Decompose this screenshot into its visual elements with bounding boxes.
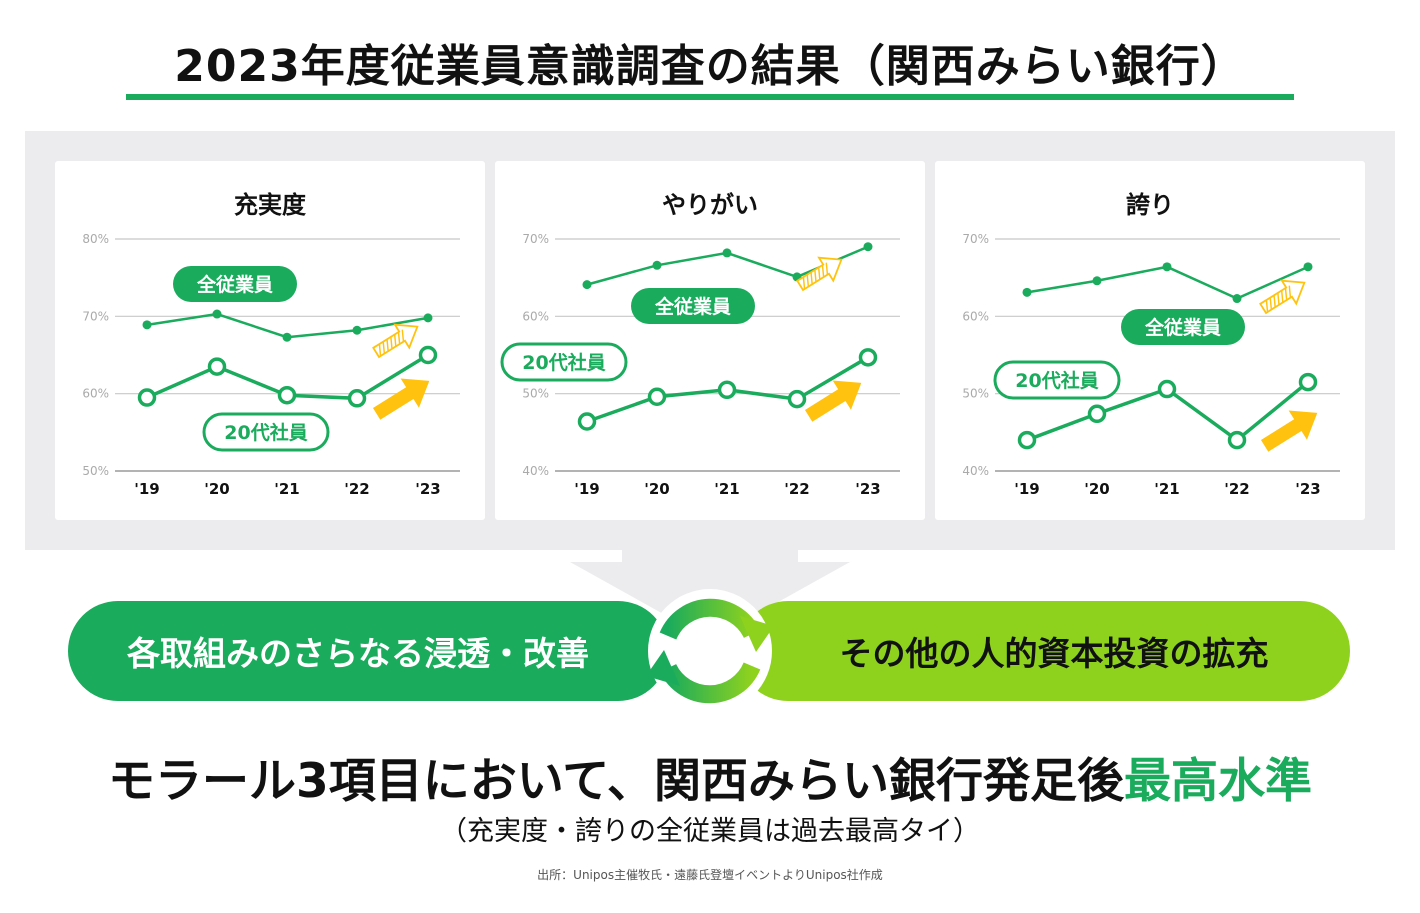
series-label: 20代社員 [522,351,605,374]
trend-arrow-small [372,323,419,359]
data-point [582,280,592,290]
line-chart: 70% 60% 50% 40% '19 '20 '21 '22 '23 全従業員 20代社員 [962,232,1340,498]
data-point [647,387,667,407]
y-tick-label: 60% [962,309,989,323]
y-tick-label: 40% [962,464,989,478]
data-point [277,385,297,405]
data-point [1303,262,1313,272]
conclusion-heading: モラール3項目において、関西みらい銀行発足後最高水準 [0,742,1420,811]
y-tick-label: 40% [522,464,549,478]
y-tick-label: 70% [82,309,109,323]
data-point [137,388,157,407]
data-point [282,332,292,342]
data-point [212,309,222,319]
data-point [577,412,597,431]
data-point [423,313,433,323]
label-all-employees: 全従業員 [631,288,755,324]
label-20s-employees: 20代社員 [500,342,628,382]
x-tick-label: '22 [1224,480,1249,498]
x-tick-label: '19 [134,480,159,498]
x-tick-label: '22 [784,480,809,498]
label-20s-employees: 20代社員 [993,360,1121,400]
data-point [652,260,662,270]
series-label: 全従業員 [196,273,273,296]
cycle-arrows-icon [646,589,774,713]
x-tick-label: '23 [415,480,440,498]
investment-pill: その他の人的資本投資の拡充 [738,601,1350,701]
series-label: 20代社員 [224,421,307,444]
data-point [1162,262,1172,272]
data-point [207,357,227,376]
chart-title: やりがい [662,191,758,219]
data-point [717,380,737,400]
series-line-all [1026,265,1309,300]
data-point [858,348,878,367]
source-note: 出所：Unipos主催牧氏・遠藤氏登壇イベントよりUnipos社作成 [537,868,883,882]
data-point [1157,379,1177,399]
x-tick-label: '21 [714,480,739,498]
y-tick-label: 50% [82,464,109,478]
sub-note: （充実度・誇りの全従業員は過去最高タイ） [440,816,980,847]
page-title: 2023年度従業員意識調査の結果（関西みらい銀行） [174,41,1246,92]
data-point [1298,372,1318,392]
data-point [352,325,362,335]
series-label: 全従業員 [1144,316,1221,339]
y-tick-label: 70% [522,232,549,246]
series-label: 全従業員 [654,295,731,318]
chart-card-hokori: 誇り 70% 60% 50% 40% '19 '20 '21 '22 '23 全従業員 20代社員 [935,161,1365,520]
x-tick-label: '20 [1084,480,1109,498]
label-all-employees: 全従業員 [1121,309,1245,345]
data-point [142,320,152,330]
trend-arrow-big [372,378,430,420]
x-tick-label: '22 [344,480,369,498]
data-point [722,248,732,258]
title-underline [126,94,1294,100]
series-label: 20代社員 [1015,369,1098,392]
line-chart: 80% 70% 60% 50% '19 '20 '21 '22 '23 全従業員 20代社員 [82,232,460,498]
chart-card-jujitsudo: 充実度 80% 70% 60% 50% '19 '20 '21 '22 '23 全従業員 20代社員 [55,161,485,520]
trend-arrow-small [1259,279,1306,315]
y-tick-label: 70% [962,232,989,246]
y-tick-label: 50% [522,387,549,401]
label-all-employees: 全従業員 [173,266,297,302]
improvement-pill: 各取組みのさらなる浸透・改善 [68,601,668,701]
conclusion-main: モラール3項目において、関西みらい銀行発足後 [108,754,1124,809]
x-tick-label: '23 [1295,480,1320,498]
x-tick-label: '20 [204,480,229,498]
trend-arrow-big [804,380,862,422]
x-tick-label: '21 [1154,480,1179,498]
y-tick-label: 50% [962,387,989,401]
data-point [347,389,367,408]
x-tick-label: '19 [1014,480,1039,498]
y-tick-label: 60% [522,309,549,323]
y-tick-label: 60% [82,387,109,401]
label-20s-employees: 20代社員 [202,412,330,452]
data-point [863,242,873,252]
chart-title: 充実度 [234,191,306,219]
trend-arrow-small [796,256,843,292]
x-tick-label: '21 [274,480,299,498]
data-point [1092,276,1102,286]
data-point [418,345,438,365]
data-point [1017,430,1037,450]
data-point [787,389,807,409]
data-point [1227,430,1247,450]
conclusion-highlight: 最高水準 [1123,754,1312,809]
data-point [1232,294,1242,304]
trend-arrow-big [1260,410,1318,452]
data-point [1022,287,1032,297]
y-tick-label: 80% [82,232,109,246]
chart-title: 誇り [1126,191,1174,219]
x-tick-label: '19 [574,480,599,498]
chart-card-yarigai: やりがい 70% 60% 50% 40% '19 '20 '21 '22 '23 全従業員 20代社… [495,161,925,520]
x-tick-label: '23 [855,480,880,498]
x-tick-label: '20 [644,480,669,498]
data-point [1087,404,1107,424]
line-chart: 70% 60% 50% 40% '19 '20 '21 '22 '23 全従業員 20代社員 [500,232,900,498]
